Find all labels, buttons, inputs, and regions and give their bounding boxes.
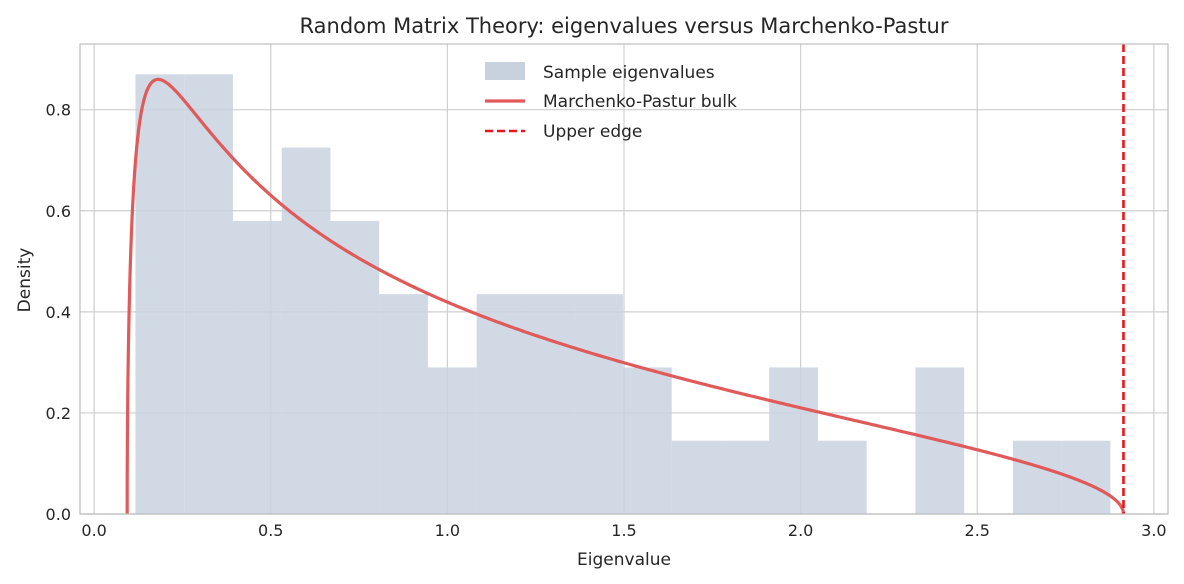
legend-swatch-histogram [485,62,525,80]
y-tick-label: 0.8 [46,101,71,120]
histogram-bars [135,74,1111,515]
histogram-bar [720,440,770,514]
chart-title: Random Matrix Theory: eigenvalues versus… [300,14,949,38]
x-tick-label: 1.0 [435,521,460,540]
axes-frame [79,43,1169,515]
histogram-bar [622,367,672,514]
y-tick-labels: 0.0 0.2 0.4 0.6 0.8 [46,101,71,524]
legend: Sample eigenvalues Marchenko-Pastur bulk… [485,62,737,142]
histogram-bar [671,440,721,514]
y-tick-label: 0.6 [46,202,71,221]
legend-label-upper-edge: Upper edge [543,122,642,142]
histogram-bar [184,74,233,515]
y-axis-label: Density [15,248,35,313]
histogram-bar [769,367,818,514]
plot-border [79,43,1169,515]
histogram-bar [1012,440,1062,514]
legend-label-histogram: Sample eigenvalues [543,63,715,83]
x-tick-label: 0.0 [81,521,106,540]
x-axis-label: Eigenvalue [577,550,671,570]
histogram-bar [476,294,526,514]
legend-label-mp-curve: Marchenko-Pastur bulk [543,92,737,112]
curve-layer [125,44,1126,516]
x-tick-label: 0.5 [258,521,283,540]
x-tick-label: 1.5 [611,521,636,540]
x-tick-label: 2.0 [788,521,813,540]
histogram-bar [135,74,185,515]
histogram-bar [281,147,331,514]
marchenko-pastur-curve [125,77,1126,516]
histogram-bar [427,367,477,514]
y-tick-label: 0.2 [46,404,71,423]
x-tick-label: 2.5 [965,521,990,540]
histogram-bar [330,220,380,514]
histogram-bar [525,294,575,514]
y-tick-label: 0.0 [46,505,71,524]
histogram-bar [232,220,282,514]
histogram-bar [379,294,428,514]
histogram-bar [574,294,623,514]
x-tick-labels: 0.0 0.5 1.0 1.5 2.0 2.5 3.0 [81,521,1166,540]
histogram-bar [817,440,867,514]
x-tick-label: 3.0 [1141,521,1166,540]
y-tick-label: 0.4 [46,303,71,322]
